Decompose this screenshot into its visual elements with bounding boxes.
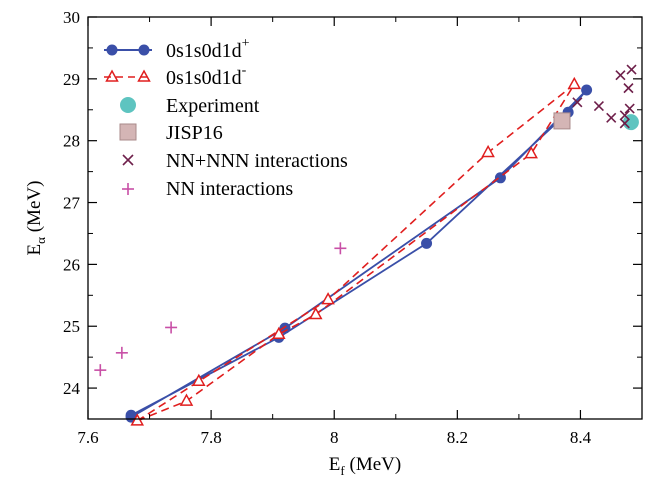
y-tick-label: 29 [63,70,80,89]
data-point [179,393,194,406]
legend-symbol-nn [122,183,134,195]
legend-symbol-minus-basis [104,69,152,82]
x-tick-label: 8.2 [447,428,468,447]
legend-label-nn: NN interactions [166,178,293,200]
data-point [524,146,538,159]
y-tick-label: 24 [63,379,81,398]
legend-label-experiment: Experiment [166,95,260,117]
x-tick-label: 7.8 [200,428,221,447]
legend-label-jisp16: JISP16 [166,122,223,144]
legend: 0s1s0d1d+ 0s1s0d1d- Experiment JISP16 NN… [104,36,348,200]
plot-frame [87,16,643,420]
data-point [94,364,107,377]
data-point [619,110,630,121]
data-point [308,306,323,320]
data-point [567,76,582,90]
y-axis-label-main: E [24,244,45,256]
legend-symbol-experiment [120,97,136,113]
data-point [606,112,617,123]
data-point [626,64,637,75]
axis-ticks [87,16,643,420]
y-axis-label-unit: (MeV) [24,181,45,237]
legend-symbol-plus-basis [104,44,152,56]
data-point [623,83,634,94]
data-point [624,103,635,114]
x-axis-label-unit: (MeV) [345,454,401,475]
y-tick-label: 25 [63,317,80,336]
data-point [272,326,286,340]
data-point [421,237,433,249]
y-tick-label: 28 [63,132,80,151]
y-tick-label: 26 [63,255,80,274]
data-point [192,373,206,387]
y-axis-label: Eα (MeV) [24,181,48,256]
y-tick-label: 27 [63,194,81,213]
legend-label-minus-basis: 0s1s0d1d- [166,63,247,89]
data-point [165,321,178,334]
data-point [481,144,495,158]
data-point [321,292,335,305]
legend-symbol-nn-nnn [122,154,134,166]
data-point [619,118,630,129]
series-4 [572,64,637,129]
legend-symbol-jisp16 [119,123,137,141]
tick-labels: 7.6 7.8 8 8.2 8.4 24 25 26 27 28 29 30 [63,8,592,447]
series-5 [94,242,347,377]
x-axis-label-main: E [329,454,341,475]
x-tick-label: 8 [330,428,339,447]
x-axis-label: Ef (MeV) [329,454,401,478]
data-point [553,112,571,130]
data-point [615,70,626,81]
data-point [279,322,291,334]
series-1 [130,76,582,426]
series-line [136,83,575,422]
x-tick-label: 8.4 [570,428,592,447]
data-point [593,100,604,112]
x-axis-label-sub: f [340,463,345,478]
data-point [115,346,128,359]
data-point [572,97,583,108]
y-tick-label: 30 [63,8,80,27]
y-axis-label-sub: α [33,237,48,244]
x-tick-label: 7.6 [77,428,98,447]
series-3 [553,112,571,130]
legend-label-plus-basis: 0s1s0d1d+ [166,36,250,62]
plot-marks [94,64,639,426]
data-point [581,84,593,96]
data-point [130,413,145,426]
legend-label-nn-nnn: NN+NNN interactions [166,150,348,172]
data-point [334,242,347,255]
